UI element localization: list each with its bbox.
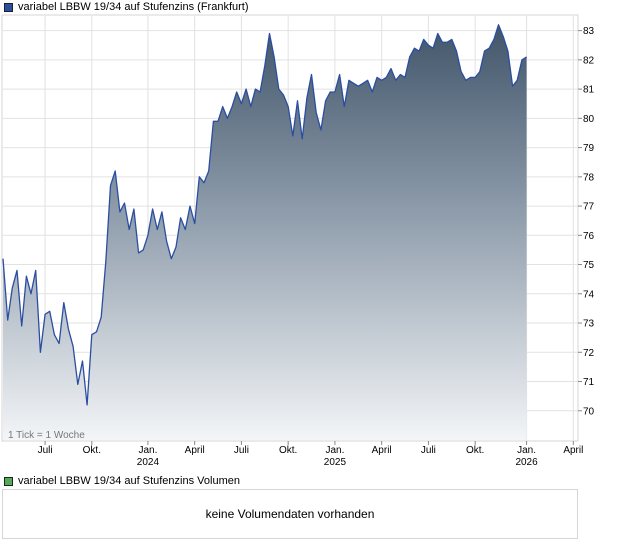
x-tick-label: Juli — [38, 445, 53, 456]
price-legend-swatch — [4, 2, 13, 12]
y-tick-label: 75 — [583, 260, 595, 271]
x-tick-label: Okt. — [466, 445, 484, 456]
price-legend: variabel LBBW 19/34 auf Stufenzins (Fran… — [4, 0, 249, 14]
x-tick-label: Jan. — [325, 445, 344, 456]
y-tick-label: 70 — [583, 406, 595, 417]
x-tick-label: Okt. — [83, 445, 101, 456]
y-tick-label: 72 — [583, 348, 595, 359]
x-year-label: 2026 — [515, 457, 538, 468]
volume-empty-message: keine Volumendaten vorhanden — [205, 507, 375, 521]
x-year-label: 2025 — [324, 457, 347, 468]
x-tick-label: April — [563, 445, 583, 456]
y-tick-label: 77 — [583, 202, 595, 213]
volume-legend: variabel LBBW 19/34 auf Stufenzins Volum… — [4, 474, 240, 488]
x-tick-label: Okt. — [279, 445, 297, 456]
y-tick-label: 80 — [583, 114, 595, 125]
y-tick-label: 81 — [583, 85, 595, 96]
y-tick-label: 78 — [583, 172, 595, 183]
price-area — [3, 24, 527, 441]
y-tick-label: 83 — [583, 26, 595, 37]
y-tick-label: 73 — [583, 319, 595, 330]
x-tick-label: Juli — [421, 445, 436, 456]
price-legend-label: variabel LBBW 19/34 auf Stufenzins (Fran… — [18, 1, 249, 13]
volume-legend-swatch — [4, 476, 13, 486]
x-tick-label: April — [185, 445, 205, 456]
price-line — [2, 24, 527, 406]
y-tick-label: 79 — [583, 143, 595, 154]
y-tick-label: 76 — [583, 231, 595, 242]
y-tick-label: 82 — [583, 55, 595, 66]
x-tick-label: Juli — [234, 445, 249, 456]
tick-interval-note: 1 Tick = 1 Woche — [8, 430, 85, 441]
x-tick-label: Jan. — [517, 445, 536, 456]
price-chart: 70 71 72 73 74 75 76 77 78 79 80 81 82 83 Juli Okt. Jan… — [1, 14, 595, 468]
x-year-label: 2024 — [137, 457, 160, 468]
y-tick-label: 71 — [583, 377, 595, 388]
volume-panel: keine Volumendaten vorhanden — [2, 489, 578, 539]
x-tick-label: Jan. — [138, 445, 157, 456]
volume-legend-label: variabel LBBW 19/34 auf Stufenzins Volum… — [18, 475, 240, 487]
x-tick-label: April — [372, 445, 392, 456]
y-tick-label: 74 — [583, 289, 595, 300]
